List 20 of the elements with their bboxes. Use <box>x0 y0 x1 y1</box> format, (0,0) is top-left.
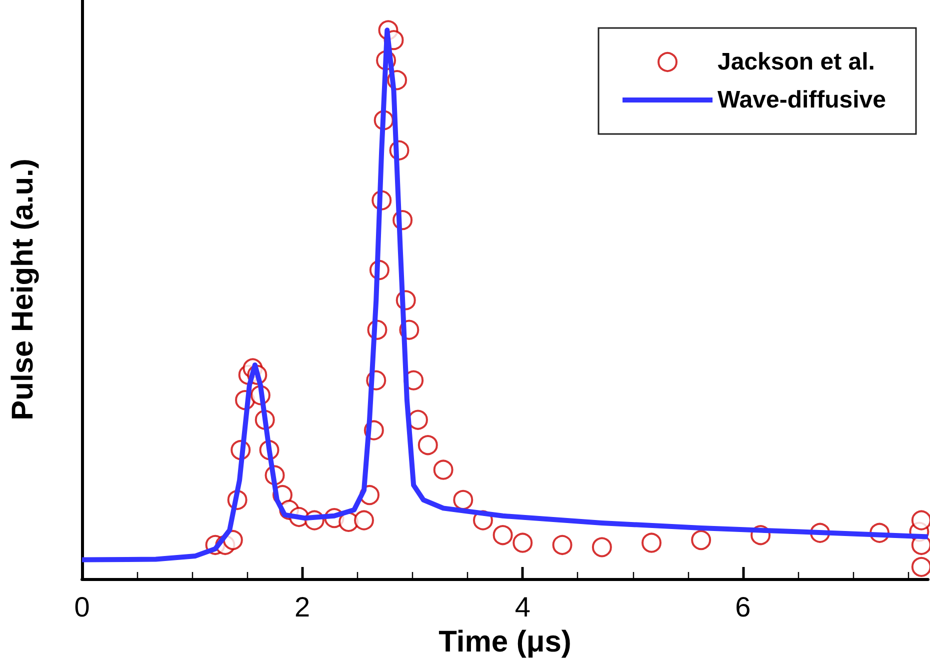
point <box>492 525 513 546</box>
legend-label: Wave-diffusive <box>718 86 886 114</box>
point <box>418 435 438 456</box>
x-tick-label: 6 <box>735 592 751 622</box>
point <box>433 460 454 480</box>
x-tick-label: 4 <box>514 592 530 622</box>
point <box>691 530 712 550</box>
x-tick-label: 0 <box>74 592 90 622</box>
x-tick-label: 2 <box>294 592 310 622</box>
legend-label: Jackson et al. <box>718 48 875 76</box>
point <box>453 490 474 510</box>
point <box>552 534 572 555</box>
point <box>642 532 662 553</box>
y-axis-title: Pulse Height (a.u.) <box>6 158 40 420</box>
point <box>354 510 374 530</box>
point <box>592 537 612 558</box>
x-axis-title: Time (μs) <box>438 626 572 658</box>
point <box>512 532 533 553</box>
point <box>911 510 930 530</box>
point <box>911 556 930 577</box>
